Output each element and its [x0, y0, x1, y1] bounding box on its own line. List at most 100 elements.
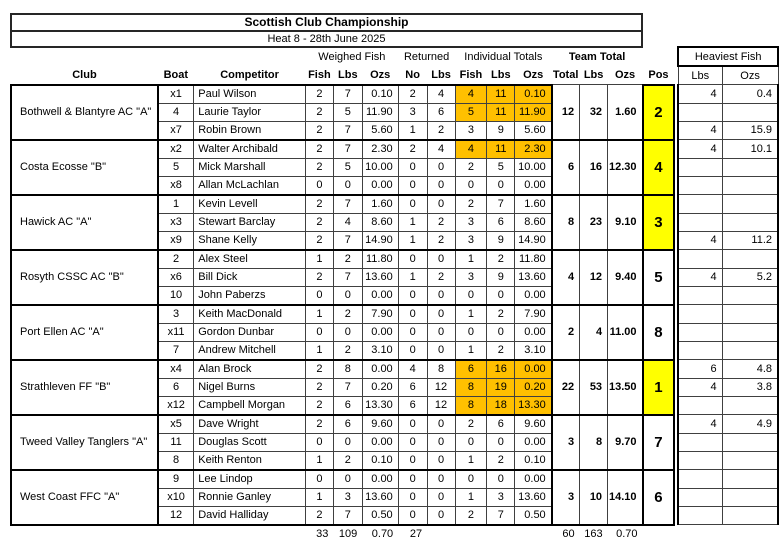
competitor-name-cell: Robin Brown [193, 120, 306, 141]
column-gap [674, 414, 679, 433]
boat-cell: 12 [157, 505, 195, 526]
individual-fish-cell: 1 [454, 450, 488, 471]
individual-ozs-cell: 9.60 [514, 414, 553, 434]
weighed-lbs-cell: 6 [332, 395, 363, 416]
individual-lbs-cell: 6 [486, 212, 516, 232]
competitor-row: x12 Campbell Morgan 2 6 13.30 6 12 8 18 13.30 [11, 395, 779, 416]
heaviest-lbs-cell [677, 212, 723, 232]
heaviest-lbs-cell [677, 469, 723, 489]
individual-ozs-cell: 8.60 [514, 212, 553, 232]
returned-lbs-column-header: Lbs [431, 68, 451, 81]
totals-spacer [722, 525, 778, 543]
club-column-header: Club [72, 68, 97, 81]
competitor-name-cell: Kevin Levell [193, 194, 306, 214]
page-subtitle: Heat 8 - 28th June 2025 [267, 33, 386, 45]
heaviest-ozs-cell [721, 450, 779, 470]
weighed-lbs-cell: 2 [332, 249, 363, 269]
weighed-ozs-cell: 13.60 [361, 267, 399, 287]
returned-lbs-cell: 6 [426, 102, 456, 122]
heaviest-ozs-cell [721, 322, 779, 342]
returned-no-cell: 6 [397, 395, 428, 416]
team-lbs-cell: 8 [579, 414, 609, 471]
boat-cell: 1 [157, 194, 195, 214]
team-lbs-cell: 4 [579, 304, 609, 361]
weighed-lbs-cell: 7 [332, 267, 363, 287]
team-ozs-column-header: Ozs [614, 69, 636, 81]
heaviest-lbs-cell [677, 285, 723, 305]
heaviest-ozs-column-header: Ozs [721, 65, 779, 85]
individual-ozs-cell: 0.20 [514, 377, 553, 397]
position-cell: 8 [641, 303, 676, 361]
position-cell: 6 [641, 468, 676, 526]
team-total-cell: 2 [550, 304, 581, 361]
heaviest-ozs-cell [721, 194, 779, 214]
individual-fish-cell: 4 [454, 139, 488, 159]
individual-fish-cell: 8 [454, 377, 488, 397]
club-cell: Costa Ecosse "B" [10, 139, 159, 196]
competitor-name-cell: Bill Dick [193, 267, 306, 287]
weighed-fish-cell: 0 [304, 175, 334, 196]
weighed-ozs-cell: 5.60 [361, 120, 399, 141]
totals-spacer [515, 525, 552, 543]
returned-lbs-cell: 0 [426, 450, 456, 471]
individual-fish-cell: 2 [454, 157, 488, 177]
returned-lbs-cell: 2 [426, 212, 456, 232]
team-ozs-cell: 1.60 [607, 84, 644, 141]
heaviest-lbs-cell [677, 175, 723, 195]
group-spacer [11, 47, 305, 66]
returned-no-cell: 0 [397, 340, 428, 361]
position-cell: 4 [641, 138, 676, 196]
returned-no-cell: 6 [397, 377, 428, 397]
weighed-fish-cell: 2 [304, 83, 334, 104]
heaviest-lbs-cell: 4 [677, 377, 723, 397]
individual-lbs-cell: 7 [486, 505, 516, 526]
returned-no-cell: 0 [397, 249, 428, 269]
heaviest-lbs-cell: 6 [677, 359, 723, 379]
heaviest-ozs-cell: 3.8 [721, 377, 779, 397]
individual-lbs-cell: 9 [486, 267, 516, 287]
column-gap [674, 451, 679, 470]
weighed-ozs-cell: 11.90 [361, 102, 399, 122]
competitor-name-cell: Andrew Mitchell [193, 340, 306, 361]
heaviest-ozs-cell: 5.2 [721, 267, 779, 287]
weighed-fish-cell: 2 [304, 102, 334, 122]
heaviest-ozs-cell: 4.8 [721, 359, 779, 379]
heaviest-ozs-cell [721, 487, 779, 507]
column-gap [674, 66, 679, 85]
team-ozs-cell: 13.50 [607, 359, 644, 416]
weighed-lbs-cell: 6 [332, 414, 363, 434]
returned-lbs-cell: 0 [426, 194, 456, 214]
returned-no-cell: 0 [397, 450, 428, 471]
heaviest-ozs-cell [721, 304, 779, 324]
weighed-ozs-cell: 11.80 [361, 249, 399, 269]
team-total-cell: 3 [550, 469, 581, 526]
totals-row: 33 109 0.70 27 60 163 0.70 [11, 524, 778, 543]
individual-ozs-cell: 11.80 [514, 249, 553, 269]
individual-fish-cell: 3 [454, 267, 488, 287]
totals-spacer [194, 525, 306, 543]
team-lbs-cell: 32 [579, 84, 609, 141]
competitor-row: x8 Allan McLachlan 0 0 0.00 0 0 0 0 0.00 [11, 175, 779, 196]
competitor-row: Strathleven FF "B" x4 Alan Brock 2 8 0.00 4 8 6 1… [10, 358, 779, 416]
heaviest-lbs-cell [677, 432, 723, 452]
competitor-row: Hawick AC "A" 1 Kevin Levell 2 7 1.60 0 0 2 7 1.60… [10, 193, 779, 251]
heaviest-fish-group-label: Heaviest Fish [677, 46, 779, 67]
column-gap [674, 488, 679, 506]
returned-no-cell: 2 [397, 83, 428, 104]
weighed-fish-cell: 2 [304, 120, 334, 141]
column-gap [674, 158, 679, 176]
boat-cell: 11 [157, 432, 195, 452]
position-cell: 1 [641, 358, 676, 416]
totals-spacer [487, 525, 515, 543]
boat-cell: x11 [157, 322, 195, 342]
boat-cell: x9 [157, 230, 195, 251]
individual-fish-cell: 0 [454, 469, 488, 489]
weighed-lbs-column-header: Lbs [338, 68, 358, 81]
competitor-row: x9 Shane Kelly 2 7 14.90 1 2 3 9 14.90 4 11.2 [11, 230, 779, 251]
weighed-ozs-cell: 2.30 [361, 139, 399, 159]
team-ozs-cell: 9.10 [607, 194, 644, 251]
weighed-fish-cell: 2 [304, 267, 334, 287]
weighed-fish-cell: 2 [304, 194, 334, 214]
competitor-name-cell: Lee Lindop [193, 469, 306, 489]
team-total-cell: 8 [550, 194, 581, 251]
